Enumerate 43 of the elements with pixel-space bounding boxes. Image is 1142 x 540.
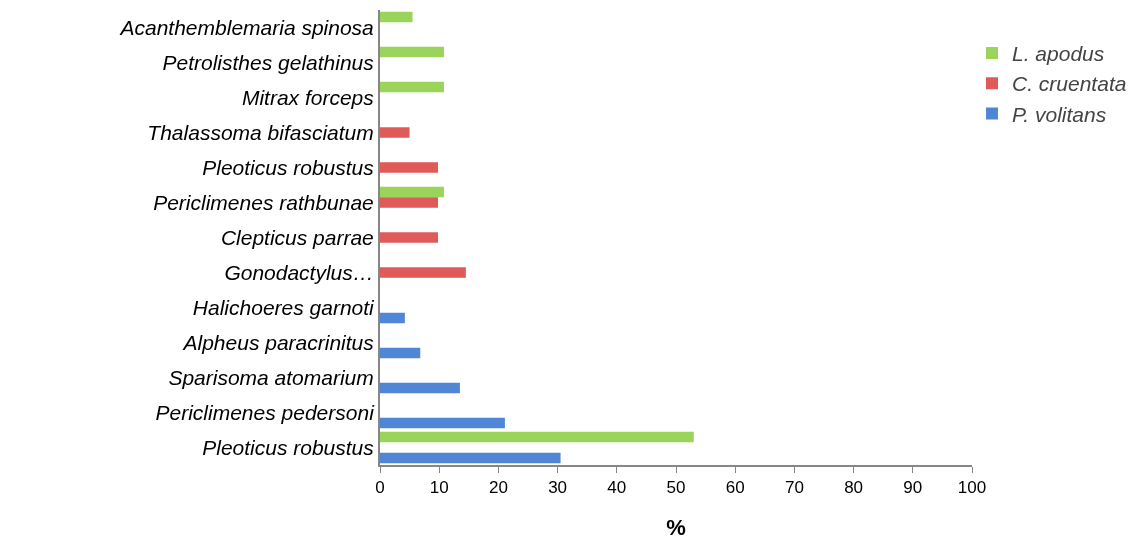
x-tick-label: 40: [607, 478, 627, 498]
bar: [380, 127, 410, 138]
bar: [380, 186, 444, 198]
y-tick-label: Halichoeres garnoti: [192, 295, 376, 319]
bar: [380, 452, 561, 464]
y-tick-label: Alpheus paracrinitus: [181, 330, 375, 354]
bar: [380, 382, 460, 394]
legend-label: L. apodus: [1012, 42, 1105, 66]
y-tick-label: Acanthemblemaria spinosa: [118, 15, 374, 39]
y-tick-label: Pleoticus robustus: [202, 435, 375, 459]
x-tick-label: 80: [844, 478, 864, 498]
x-tick-label: 30: [548, 478, 568, 498]
bar: [380, 267, 466, 278]
x-tick-label: 50: [666, 478, 686, 498]
legend-label: C. cruentata: [1012, 72, 1127, 96]
x-tick-label: 100: [957, 478, 987, 498]
x-tick-label: 0: [375, 478, 385, 498]
y-tick-label: Petrolisthes gelathinus: [162, 50, 375, 74]
bar: [380, 81, 444, 93]
bar: [380, 197, 439, 208]
y-tick-label: Periclimenes pedersoni: [155, 400, 376, 424]
bar: [380, 312, 405, 324]
y-tick-label: Pleoticus robustus: [202, 155, 375, 179]
x-tick-label: 60: [725, 478, 745, 498]
x-tick-label: 10: [429, 478, 449, 498]
y-tick-label: Periclimenes rathbunae: [153, 190, 374, 214]
y-tick-label: Sparisoma atomarium: [168, 365, 374, 389]
x-tick-label: 20: [488, 478, 508, 498]
x-tick-label: 70: [784, 478, 804, 498]
bar: [380, 417, 505, 429]
bar: [380, 46, 444, 58]
y-tick-label: Clepticus parrae: [220, 225, 374, 249]
x-tick-label: 90: [903, 478, 923, 498]
bar: [380, 232, 439, 243]
bar: [380, 347, 421, 359]
legend-label: P. volitans: [1012, 102, 1107, 126]
y-tick-label: Mitrax forceps: [241, 85, 375, 109]
y-tick-label: Thalassoma bifasciatum: [147, 120, 374, 144]
bar: [380, 162, 439, 173]
bar: [380, 431, 694, 443]
y-tick-label: Gonodactylus…: [224, 260, 374, 284]
bar: [380, 11, 413, 23]
x-axis-title: %: [666, 515, 686, 540]
